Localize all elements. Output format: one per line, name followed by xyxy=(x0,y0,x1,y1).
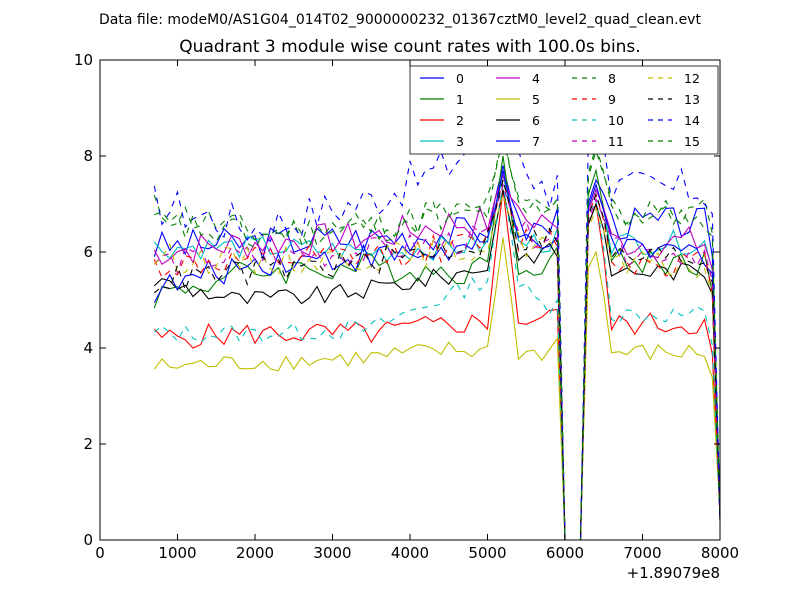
x-tick-label: 4000 xyxy=(391,544,429,562)
legend-label-14: 14 xyxy=(684,113,700,128)
legend-label-3: 3 xyxy=(456,134,464,149)
series-line-7 xyxy=(153,170,721,541)
x-tick-label: 0 xyxy=(95,544,105,562)
y-tick-label: 2 xyxy=(83,435,93,453)
series-line-4 xyxy=(153,173,721,541)
plot-area xyxy=(153,97,721,541)
legend-label-11: 11 xyxy=(608,134,624,149)
series-line-5 xyxy=(153,237,721,541)
x-tick-label: 3000 xyxy=(313,544,351,562)
x-tick-label: 1000 xyxy=(158,544,196,562)
series-line-8 xyxy=(153,131,721,541)
legend-label-10: 10 xyxy=(608,113,624,128)
y-tick-label: 6 xyxy=(83,243,93,261)
series-line-12 xyxy=(153,192,721,541)
legend-box xyxy=(409,65,719,155)
chart-suptitle: Data file: modeM0/AS1G04_014T02_90000002… xyxy=(99,12,701,28)
series-line-2 xyxy=(153,189,721,541)
series-line-6 xyxy=(153,189,721,541)
series-line-1 xyxy=(153,155,721,541)
legend-label-8: 8 xyxy=(608,71,616,86)
series-line-3 xyxy=(153,175,721,541)
series-line-0 xyxy=(153,165,721,541)
legend-label-6: 6 xyxy=(532,113,540,128)
x-axis-offset-label: +1.89079e8 xyxy=(627,564,720,582)
legend-label-1: 1 xyxy=(456,92,464,107)
legend-label-5: 5 xyxy=(532,92,540,107)
x-tick-label: 8000 xyxy=(701,544,739,562)
legend-label-2: 2 xyxy=(456,113,464,128)
legend-label-15: 15 xyxy=(684,134,700,149)
legend-label-9: 9 xyxy=(608,92,616,107)
legend-label-4: 4 xyxy=(532,71,540,86)
legend-label-7: 7 xyxy=(532,134,540,149)
chart-title: Quadrant 3 module wise count rates with … xyxy=(179,37,640,57)
x-tick-label: 2000 xyxy=(236,544,274,562)
x-tick-label: 6000 xyxy=(546,544,584,562)
legend-label-0: 0 xyxy=(456,71,464,86)
y-tick-label: 0 xyxy=(83,531,93,549)
series-line-10 xyxy=(153,184,721,541)
series-line-14 xyxy=(153,97,721,541)
series-line-15 xyxy=(154,136,721,541)
y-tick-label: 8 xyxy=(83,147,93,165)
x-tick-label: 7000 xyxy=(623,544,661,562)
legend-label-13: 13 xyxy=(684,92,700,107)
legend-label-12: 12 xyxy=(684,71,700,86)
x-tick-label: 5000 xyxy=(468,544,506,562)
series-line-11 xyxy=(153,182,721,541)
y-tick-label: 10 xyxy=(74,51,93,69)
y-tick-label: 4 xyxy=(83,339,93,357)
